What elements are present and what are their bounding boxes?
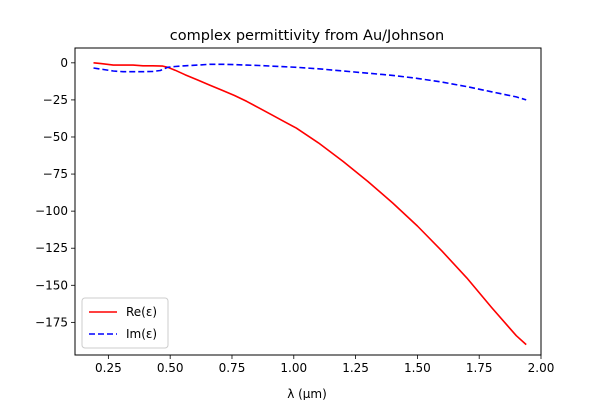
y-tick-label: −75 (43, 167, 68, 181)
chart-title: complex permittivity from Au/Johnson (170, 28, 444, 44)
y-tick-label: −125 (35, 241, 68, 255)
x-tick-label: 2.00 (528, 361, 555, 375)
x-tick-label: 0.75 (219, 361, 246, 375)
legend-label: Im(ε) (126, 327, 157, 341)
y-tick-label: −175 (35, 315, 68, 329)
legend: Re(ε) Im(ε) (81, 297, 169, 349)
series-line-im (93, 63, 527, 101)
x-tick-label: 1.75 (466, 361, 493, 375)
x-tick-label: 1.25 (342, 361, 369, 375)
x-tick-label: 1.50 (404, 361, 431, 375)
x-tick-label: 1.00 (280, 361, 307, 375)
legend-label: Re(ε) (126, 305, 157, 319)
series-layer (93, 62, 527, 346)
y-tick-label: −150 (35, 278, 68, 292)
x-tick-label: 0.50 (157, 361, 184, 375)
x-tick-label: 0.25 (95, 361, 122, 375)
plot-frame (74, 47, 542, 356)
series-line-re (93, 62, 527, 346)
x-axis: 0.25 0.50 0.75 1.00 1.25 1.50 1.75 2.00 (95, 355, 554, 375)
y-tick-label: −25 (43, 93, 68, 107)
y-tick-label: −50 (43, 130, 68, 144)
y-axis: 0 −25 −50 −75 −100 −125 −150 −175 (35, 56, 75, 329)
legend-box (81, 297, 169, 349)
y-tick-label: 0 (60, 56, 68, 70)
x-axis-label: λ (μm) (287, 387, 327, 400)
y-tick-label: −100 (35, 204, 68, 218)
